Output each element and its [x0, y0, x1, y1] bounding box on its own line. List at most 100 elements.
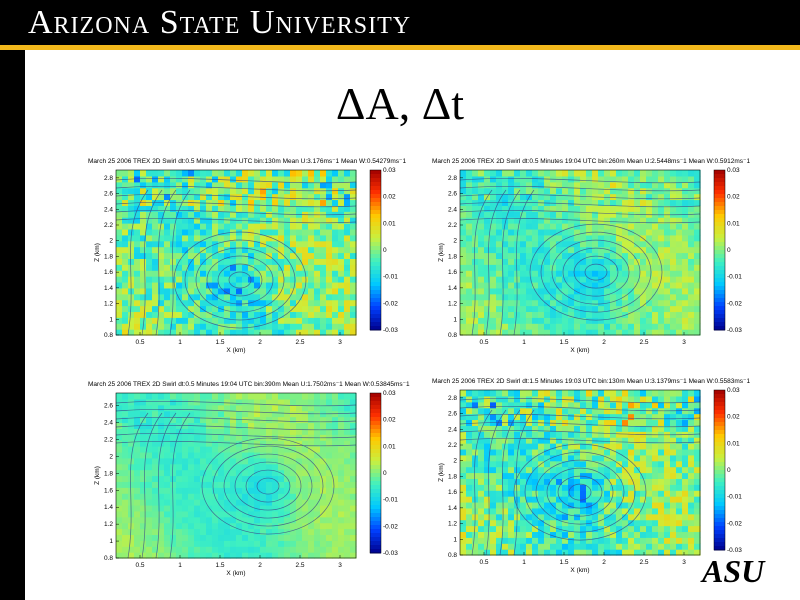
heatmap-cell	[134, 217, 141, 224]
heatmap-cell	[164, 475, 171, 482]
heatmap-cell	[236, 393, 243, 400]
heatmap-cell	[248, 228, 255, 236]
heatmap-cell	[326, 428, 333, 435]
heatmap-cell	[652, 425, 659, 432]
heatmap-cell	[592, 525, 599, 533]
heatmap-cell	[688, 311, 695, 318]
heatmap-cell	[146, 329, 153, 336]
heatmap-cell	[682, 270, 689, 277]
heatmap-cell	[628, 425, 635, 432]
heatmap-cell	[212, 481, 219, 488]
heatmap-cell	[634, 223, 641, 230]
heatmap-cell	[272, 528, 279, 536]
heatmap-cell	[152, 493, 159, 500]
heatmap-cell	[538, 299, 545, 307]
heatmap-cell	[200, 522, 207, 530]
heatmap-cell	[640, 276, 647, 283]
heatmap-cell	[314, 175, 321, 183]
heatmap-cell	[200, 440, 207, 447]
heatmap-cell	[326, 234, 333, 242]
heatmap-cell	[170, 516, 177, 524]
heatmap-cell	[502, 193, 509, 201]
heatmap-cell	[538, 217, 545, 224]
heatmap-cell	[514, 531, 521, 538]
heatmap-cell	[694, 413, 701, 421]
heatmap-cell	[284, 281, 291, 289]
heatmap-cell	[592, 305, 599, 313]
heatmap-cell	[514, 317, 521, 324]
heatmap-cell	[538, 170, 545, 177]
heatmap-cell	[664, 276, 671, 283]
heatmap-cell	[682, 537, 689, 544]
heatmap-cell	[466, 246, 473, 254]
heatmap-cell	[568, 252, 575, 259]
heatmap-cell	[218, 510, 225, 518]
heatmap-cell	[646, 317, 653, 324]
heatmap-cell	[242, 487, 249, 494]
heatmap-cell	[176, 252, 183, 259]
heatmap-cell	[562, 531, 569, 538]
heatmap-cell	[236, 493, 243, 500]
colorbar-segment	[370, 182, 381, 187]
heatmap-cell	[538, 501, 545, 509]
heatmap-cell	[308, 493, 315, 500]
heatmap-cell	[164, 264, 171, 271]
heatmap-cell	[586, 264, 593, 271]
heatmap-cell	[670, 252, 677, 259]
heatmap-cell	[610, 519, 617, 527]
heatmap-cell	[314, 217, 321, 224]
heatmap-cell	[224, 276, 231, 283]
heatmap-cell	[622, 323, 629, 330]
heatmap-cell	[556, 390, 563, 397]
heatmap-cell	[326, 552, 333, 559]
heatmap-cell	[308, 451, 315, 459]
heatmap-cell	[272, 323, 279, 330]
heatmap-cell	[580, 228, 587, 236]
heatmap-cell	[326, 305, 333, 313]
heatmap-cell	[544, 299, 551, 307]
heatmap-cell	[236, 170, 243, 177]
heatmap-cell	[158, 487, 165, 494]
heatmap-cell	[508, 199, 515, 206]
heatmap-cell	[122, 463, 129, 471]
heatmap-cell	[622, 175, 629, 183]
colorbar-segment	[370, 489, 381, 494]
heatmap-cell	[140, 440, 147, 447]
heatmap-cell	[466, 484, 473, 491]
heatmap-cell	[176, 499, 183, 506]
heatmap-cell	[610, 425, 617, 432]
heatmap-cell	[248, 252, 255, 259]
heatmap-cell	[296, 311, 303, 318]
heatmap-cell	[284, 223, 291, 230]
heatmap-cell	[128, 422, 135, 429]
heatmap-cell	[242, 199, 249, 206]
heatmap-cell	[182, 522, 189, 530]
heatmap-cell	[508, 270, 515, 277]
heatmap-cell	[586, 501, 593, 509]
heatmap-cell	[338, 170, 345, 177]
heatmap-cell	[592, 460, 599, 468]
heatmap-cell	[140, 305, 147, 313]
heatmap-cell	[646, 490, 653, 497]
heatmap-cell	[628, 448, 635, 456]
heatmap-cell	[332, 317, 339, 324]
heatmap-cell	[646, 287, 653, 295]
heatmap-cell	[230, 469, 237, 477]
heatmap-cell	[508, 299, 515, 307]
heatmap-cell	[640, 390, 647, 397]
heatmap-cell	[146, 451, 153, 459]
heatmap-cell	[598, 437, 605, 444]
heatmap-cell	[122, 540, 129, 547]
heatmap-cell	[326, 270, 333, 277]
heatmap-cell	[332, 475, 339, 482]
heatmap-cell	[694, 519, 701, 527]
heatmap-cell	[224, 463, 231, 471]
heatmap-cell	[598, 448, 605, 456]
heatmap-cell	[670, 299, 677, 307]
heatmap-cell	[658, 329, 665, 336]
heatmap-cell	[122, 170, 129, 177]
heatmap-cell	[550, 543, 557, 550]
heatmap-cell	[520, 507, 527, 515]
heatmap-cell	[260, 299, 267, 307]
heatmap-cell	[320, 499, 327, 506]
